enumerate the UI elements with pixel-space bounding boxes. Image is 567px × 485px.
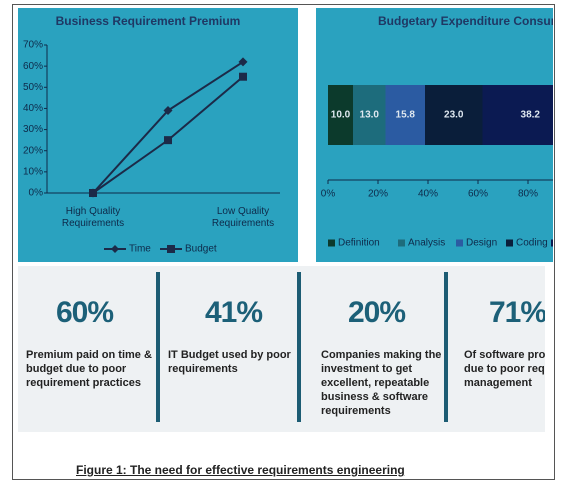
data-line bbox=[92, 61, 244, 194]
stat-line: Of software proje bbox=[464, 349, 545, 361]
data-point bbox=[238, 57, 248, 67]
data-point bbox=[239, 72, 247, 81]
y-tick-label: 0% bbox=[29, 188, 44, 199]
data-point bbox=[164, 136, 172, 145]
y-tick-label: 10% bbox=[23, 166, 43, 177]
stat-line: Companies making the bbox=[321, 349, 442, 361]
data-label: 13.0 bbox=[360, 110, 380, 121]
stat-line: management bbox=[464, 377, 532, 389]
divider bbox=[156, 272, 160, 422]
divider bbox=[444, 272, 448, 422]
legend-marker bbox=[328, 239, 335, 247]
stat-figure: 41% bbox=[205, 296, 263, 329]
stat-line: Premium paid on time & bbox=[26, 349, 152, 361]
x-tick-label: 0% bbox=[321, 189, 336, 200]
stat-line: excellent, repeatable bbox=[321, 377, 430, 389]
stat-line: due to poor requ bbox=[464, 363, 545, 375]
bar-segment bbox=[425, 85, 483, 145]
legend-label: Coding bbox=[516, 238, 548, 249]
stat-line: requirements bbox=[321, 405, 391, 417]
chart-title: Business Requirement Premium bbox=[56, 14, 241, 28]
x-tick-label: High Quality Requirements bbox=[61, 206, 125, 229]
bar-segment bbox=[328, 85, 353, 145]
stat-figure: 20% bbox=[348, 296, 406, 329]
y-tick-label: 70% bbox=[23, 40, 43, 51]
stat-line: requirement practices bbox=[26, 377, 141, 389]
stat-description: Premium paid on time & budget due to poor… bbox=[26, 348, 152, 390]
stat-line: budget due to poor bbox=[26, 363, 127, 375]
stat-line: requirements bbox=[168, 363, 238, 375]
stat-description: IT Budget used by poor requirements bbox=[168, 348, 291, 376]
caption: Figure 1: The need for effective require… bbox=[76, 463, 405, 477]
x-tick-label: 60% bbox=[468, 189, 488, 200]
legend-label: Design bbox=[466, 238, 497, 249]
y-tick-label: 60% bbox=[23, 61, 43, 72]
data-label: 10.0 bbox=[331, 110, 351, 121]
data-label: 15.8 bbox=[396, 110, 416, 121]
data-line bbox=[92, 75, 244, 194]
stat-description: Companies making the investment to get exc… bbox=[321, 348, 441, 418]
legend-label: Time bbox=[129, 244, 151, 255]
stat-line: business & software bbox=[321, 391, 428, 403]
data-label: 23.0 bbox=[444, 110, 464, 121]
stat-line: IT Budget used by poor bbox=[168, 349, 291, 361]
bar-segment bbox=[353, 85, 386, 145]
data-point bbox=[163, 106, 173, 116]
y-tick-label: 50% bbox=[23, 82, 43, 93]
y-tick-label: 30% bbox=[23, 124, 43, 135]
legend-marker bbox=[167, 245, 175, 253]
legend-label: Budget bbox=[185, 244, 217, 255]
line-chart: Business Requirement Premium 0% 10% 20% 30%… bbox=[23, 14, 280, 255]
x-tick-label: Low Quality Requirements bbox=[211, 206, 275, 229]
y-tick-label: 40% bbox=[23, 103, 43, 114]
legend-label: Analysis bbox=[408, 238, 445, 249]
line-chart-panel: Business Requirement Premium 0% 10% 20% 30%… bbox=[18, 8, 298, 262]
legend-marker bbox=[551, 239, 553, 247]
data-label: 38.2 bbox=[521, 110, 541, 121]
x-tick-label: 40% bbox=[418, 189, 438, 200]
legend-marker bbox=[398, 239, 405, 247]
legend-label: Definition bbox=[338, 238, 380, 249]
legend-marker bbox=[506, 239, 513, 247]
divider bbox=[297, 272, 301, 422]
stat-line: investment to get bbox=[321, 363, 413, 375]
legend-marker bbox=[111, 245, 119, 253]
bar-chart: Budgetary Expenditure Consump 0% 20% 40% 60… bbox=[321, 14, 553, 249]
x-tick-label: 80% bbox=[518, 189, 538, 200]
bar-chart-panel: Budgetary Expenditure Consump 0% 20% 40% 60… bbox=[316, 8, 553, 262]
x-tick-label: 20% bbox=[368, 189, 388, 200]
legend-marker bbox=[456, 239, 463, 247]
chart-title: Budgetary Expenditure Consump bbox=[378, 14, 553, 28]
frame bbox=[12, 4, 555, 480]
stats-panel: 60% Premium paid on time & budget due to p… bbox=[18, 266, 545, 432]
bar-segment bbox=[385, 85, 425, 145]
y-tick-label: 20% bbox=[23, 145, 43, 156]
bar-segment bbox=[482, 85, 553, 145]
stat-description: Of software proje due to poor requ managem… bbox=[464, 348, 545, 390]
stat-figure: 71% bbox=[489, 296, 545, 329]
stat-figure: 60% bbox=[56, 296, 114, 329]
data-point bbox=[89, 189, 97, 197]
